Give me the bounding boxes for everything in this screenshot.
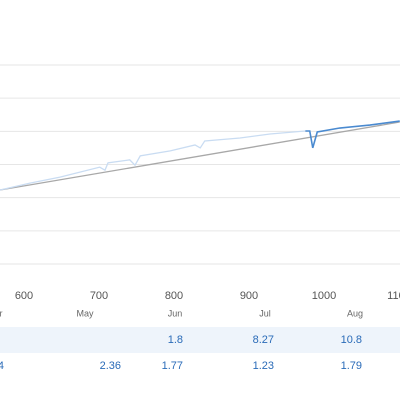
cell: 1.8	[168, 334, 183, 346]
cell: 8.27	[253, 334, 274, 346]
x-tick-label: 900	[240, 290, 258, 302]
column-header: Jul	[259, 308, 271, 318]
x-tick-label: 800	[165, 290, 183, 302]
cell: 2.36	[100, 360, 121, 372]
column-header: Jun	[168, 308, 183, 318]
cell: 1.23	[253, 360, 274, 372]
column-header: Aug	[347, 308, 363, 318]
cell: 4	[0, 360, 4, 372]
x-tick-label: 1000	[312, 290, 336, 302]
cell: 10.8	[341, 334, 362, 346]
cell: 1.77	[162, 360, 183, 372]
column-header: May	[76, 308, 94, 318]
row-band	[0, 327, 400, 353]
series-line	[305, 120, 400, 149]
cell: 1.79	[341, 360, 362, 372]
series-line	[0, 130, 306, 191]
x-tick-label: 600	[15, 290, 33, 302]
series-line	[0, 121, 400, 191]
column-header: r	[0, 308, 3, 318]
x-tick-label: 1100	[387, 290, 400, 302]
x-tick-label: 700	[90, 290, 108, 302]
